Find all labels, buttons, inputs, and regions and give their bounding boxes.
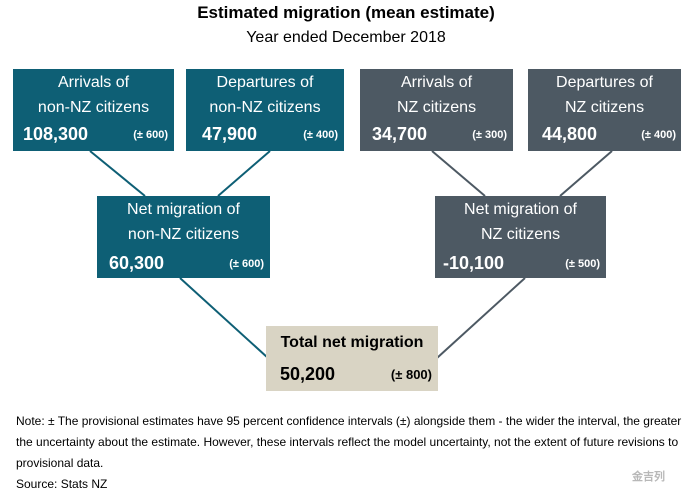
box-value: 60,300: [109, 253, 165, 273]
box-confidence-interval: (± 400): [641, 129, 676, 141]
box-label-line1: Arrivals of: [57, 74, 130, 91]
box-confidence-interval: (± 600): [229, 258, 264, 270]
box-label-line1: Departures of: [556, 74, 653, 91]
diagram-title: Estimated migration (mean estimate): [197, 3, 495, 22]
box-value: 108,300: [23, 124, 89, 144]
box-label-line2: non-NZ citizens: [127, 226, 240, 243]
connector-departures-non-nz-to-net: [217, 150, 271, 197]
diagram-subtitle: Year ended December 2018: [246, 29, 446, 46]
box-confidence-interval: (± 400): [303, 129, 338, 141]
box-departures-nz: Departures of NZ citizens 44,800 (± 400): [528, 69, 681, 151]
box-net-migration-non-nz: Net migration of non-NZ citizens 60,300 …: [97, 196, 270, 278]
box-label-line2: NZ citizens: [396, 99, 477, 116]
watermark-logo: 金吉列: [632, 471, 665, 483]
connector-net-nz-to-total: [436, 277, 526, 359]
box-label-line2: non-NZ citizens: [37, 99, 150, 116]
box-value: 44,800: [542, 124, 598, 144]
box-label-line1: Net migration of: [127, 201, 240, 218]
box-confidence-interval: (± 500): [565, 258, 600, 270]
box-label-line2: NZ citizens: [564, 99, 645, 116]
box-departures-non-nz: Departures of non-NZ citizens 47,900 (± …: [186, 69, 344, 151]
connector-departures-nz-to-net: [559, 150, 613, 197]
connector-arrivals-nz-to-net: [431, 150, 486, 197]
connector-arrivals-non-nz-to-net: [89, 150, 146, 197]
box-label-line1: Arrivals of: [400, 74, 473, 91]
box-confidence-interval: (± 600): [133, 129, 168, 141]
box-value: 50,200: [280, 364, 336, 384]
box-label-line1: Departures of: [216, 74, 314, 91]
connector-net-non-nz-to-total: [179, 277, 269, 359]
box-confidence-interval: (± 800): [390, 367, 432, 382]
box-arrivals-non-nz: Arrivals of non-NZ citizens 108,300 (± 6…: [13, 69, 174, 151]
box-label-line1: Net migration of: [464, 201, 577, 218]
box-label-line2: NZ citizens: [480, 226, 561, 243]
box-value: -10,100: [443, 253, 505, 273]
box-value: 34,700: [372, 124, 428, 144]
box-net-migration-nz: Net migration of NZ citizens -10,100 (± …: [435, 196, 606, 278]
box-arrivals-nz: Arrivals of NZ citizens 34,700 (± 300): [360, 69, 513, 151]
footnote: Note: ± The provisional estimates have 9…: [16, 414, 682, 470]
box-value: 47,900: [202, 124, 258, 144]
box-total-net-migration: Total net migration 50,200 (± 800): [266, 326, 438, 391]
box-label-line1: Total net migration: [280, 334, 424, 351]
source-credit: Source: Stats NZ: [16, 477, 108, 491]
box-confidence-interval: (± 300): [472, 129, 507, 141]
box-label-line2: non-NZ citizens: [209, 99, 321, 116]
